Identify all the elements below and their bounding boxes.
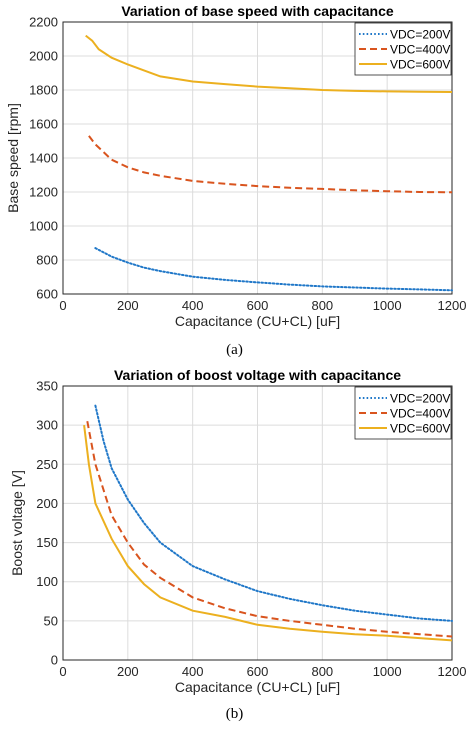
x-axis-label: Capacitance (CU+CL) [uF] [175,313,340,329]
y-tick-label: 1000 [29,219,58,234]
series-line-vdc-400v [88,135,453,194]
series-line-vdc-200v [94,247,453,292]
y-tick-label: 200 [36,496,58,511]
y-tick-label: 0 [51,653,58,668]
series-line-vdc-400v [86,421,453,638]
legend-label: VDC=200V [390,28,450,42]
y-tick-label: 1200 [29,185,58,200]
x-tick-label: 0 [59,664,66,679]
series-line-vdc-600v [83,424,453,642]
x-tick-label: 0 [59,298,66,313]
x-tick-label: 600 [247,664,269,679]
x-tick-label: 1200 [438,298,467,313]
chart-title: Variation of boost voltage with capacita… [114,367,401,383]
series-line-vdc-600v [85,34,453,93]
x-tick-label: 400 [182,664,204,679]
legend-label: VDC=400V [390,43,450,57]
y-tick-label: 50 [44,613,58,628]
y-tick-label: 1600 [29,117,58,132]
x-tick-label: 1000 [373,298,402,313]
y-tick-label: 150 [36,535,58,550]
x-tick-label: 1200 [438,664,467,679]
y-tick-label: 100 [36,574,58,589]
chart-title: Variation of base speed with capacitance [121,3,394,19]
plot-frame [62,21,453,295]
chart-0: 0 200 400 600 800 1000 1200 600 800 1000 1200 1400 1… [5,3,466,329]
x-tick-label: 800 [311,298,333,313]
series-line-vdc-200v [94,404,453,622]
plot-frame [62,385,453,661]
y-axis-label: Base speed [rpm] [5,103,21,213]
caption-a: (a) [226,342,243,358]
x-tick-label: 1000 [373,664,402,679]
y-tick-label: 300 [36,418,58,433]
y-tick-label: 2200 [29,15,58,30]
y-tick-label: 2000 [29,49,58,64]
y-tick-label: 1400 [29,151,58,166]
x-tick-label: 800 [311,664,333,679]
legend-label: VDC=200V [390,392,450,406]
legend-label: VDC=400V [390,407,450,421]
x-axis-label: Capacitance (CU+CL) [uF] [175,679,340,695]
y-tick-label: 800 [36,253,58,268]
x-tick-label: 600 [247,298,269,313]
legend-label: VDC=600V [390,58,450,72]
x-tick-label: 200 [117,298,139,313]
x-tick-label: 200 [117,664,139,679]
y-axis-label: Boost voltage [V] [9,470,25,576]
y-tick-label: 1800 [29,83,58,98]
y-tick-label: 600 [36,287,58,302]
x-tick-label: 400 [182,298,204,313]
y-tick-label: 250 [36,457,58,472]
y-tick-label: 350 [36,379,58,394]
legend-label: VDC=600V [390,422,450,436]
caption-b: (b) [225,706,244,722]
chart-1: 0 200 400 600 800 1000 1200 0 50 100 150 200 250 300 3… [9,367,466,695]
